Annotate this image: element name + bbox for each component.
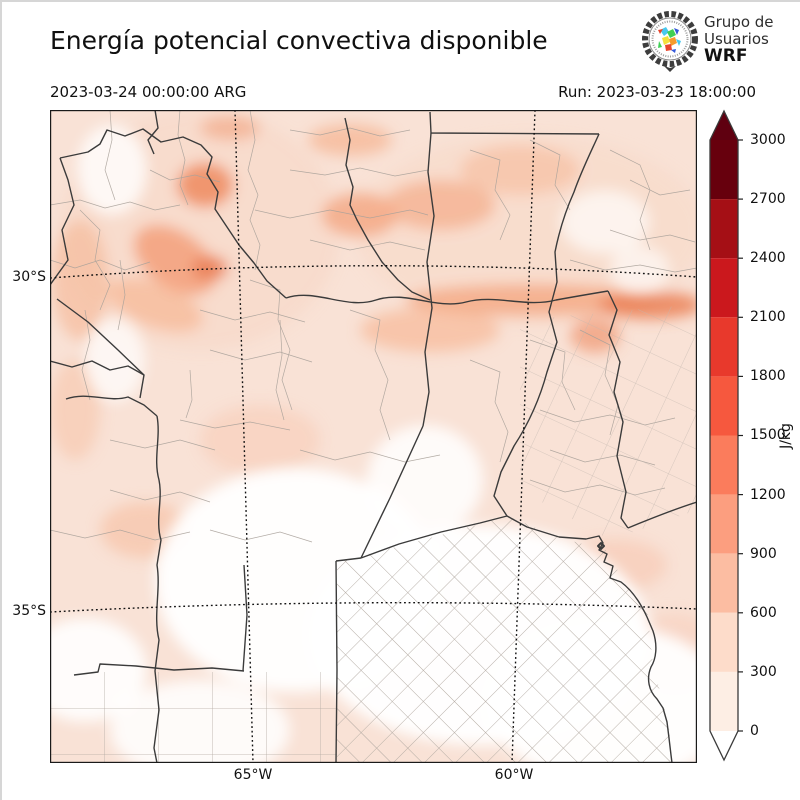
map-panel: [49, 109, 698, 764]
graticule: [50, 110, 697, 763]
cbar-seg-1200-1500: [710, 435, 738, 495]
buenos-aires-municipal-grid: [337, 516, 673, 763]
colorbar-arrow-under: [710, 731, 738, 760]
cbar-seg-2400-2700: [710, 199, 738, 259]
wrf-users-group-logo: Grupo de Usuarios WRF: [638, 6, 798, 76]
xtick-60w: 60°W: [494, 767, 534, 783]
logo-line1: Grupo de: [704, 13, 774, 31]
cbar-seg-900-1200: [710, 494, 738, 554]
cbar-seg-0-300: [710, 671, 738, 731]
xtick-65w: 65°W: [233, 767, 273, 783]
cbar-tick-0: 0: [750, 723, 759, 739]
run-time-label: Run: 2023-03-23 18:00:00: [558, 83, 756, 101]
cbar-seg-2100-2400: [710, 258, 738, 318]
ytick-35s: 35°S: [12, 603, 46, 619]
colorbar-unit-label: J/kg: [778, 423, 794, 449]
entre-rios-department-grid: [520, 305, 697, 540]
cbar-seg-2700-3000: [710, 140, 738, 200]
globe-wreath-icon: [642, 11, 698, 72]
cbar-seg-300-600: [710, 612, 738, 672]
lapampa-department-grid: [50, 672, 337, 763]
cbar-seg-1500-1800: [710, 376, 738, 436]
gridline-30s: [50, 265, 697, 279]
cbar-tick-2100: 2100: [750, 309, 786, 325]
cape-map: [49, 109, 698, 764]
map-border: [49, 109, 698, 764]
page-title: Energía potencial convectiva disponible: [50, 26, 548, 55]
ytick-30s: 30°S: [12, 269, 46, 285]
colorbar-arrow-over: [710, 111, 738, 140]
logo-model-field: [658, 27, 681, 53]
province-boundaries: [50, 110, 697, 763]
cbar-tick-900: 900: [750, 546, 777, 562]
cbar-seg-1800-2100: [710, 317, 738, 377]
cbar-tick-3000: 3000: [750, 132, 786, 148]
gridline-60w: [511, 110, 536, 763]
gridline-35s: [50, 601, 697, 613]
colorbar-tickmarks: [738, 139, 743, 732]
window-top-edge: [0, 0, 800, 2]
cbar-tick-1500: 1500: [750, 427, 786, 443]
cbar-seg-600-900: [710, 553, 738, 613]
window-left-edge: [0, 0, 2, 800]
valid-time-label: 2023-03-24 00:00:00 ARG: [50, 83, 247, 101]
cbar-tick-1200: 1200: [750, 487, 786, 503]
cbar-tick-1800: 1800: [750, 368, 786, 384]
gridline-65w: [234, 110, 254, 763]
cbar-tick-2700: 2700: [750, 191, 786, 207]
logo-line3: WRF: [704, 46, 748, 66]
cbar-tick-2400: 2400: [750, 250, 786, 266]
logo-line2: Usuarios: [704, 30, 769, 48]
colorbar: [709, 109, 743, 762]
cbar-tick-300: 300: [750, 664, 777, 680]
cbar-tick-600: 600: [750, 605, 777, 621]
